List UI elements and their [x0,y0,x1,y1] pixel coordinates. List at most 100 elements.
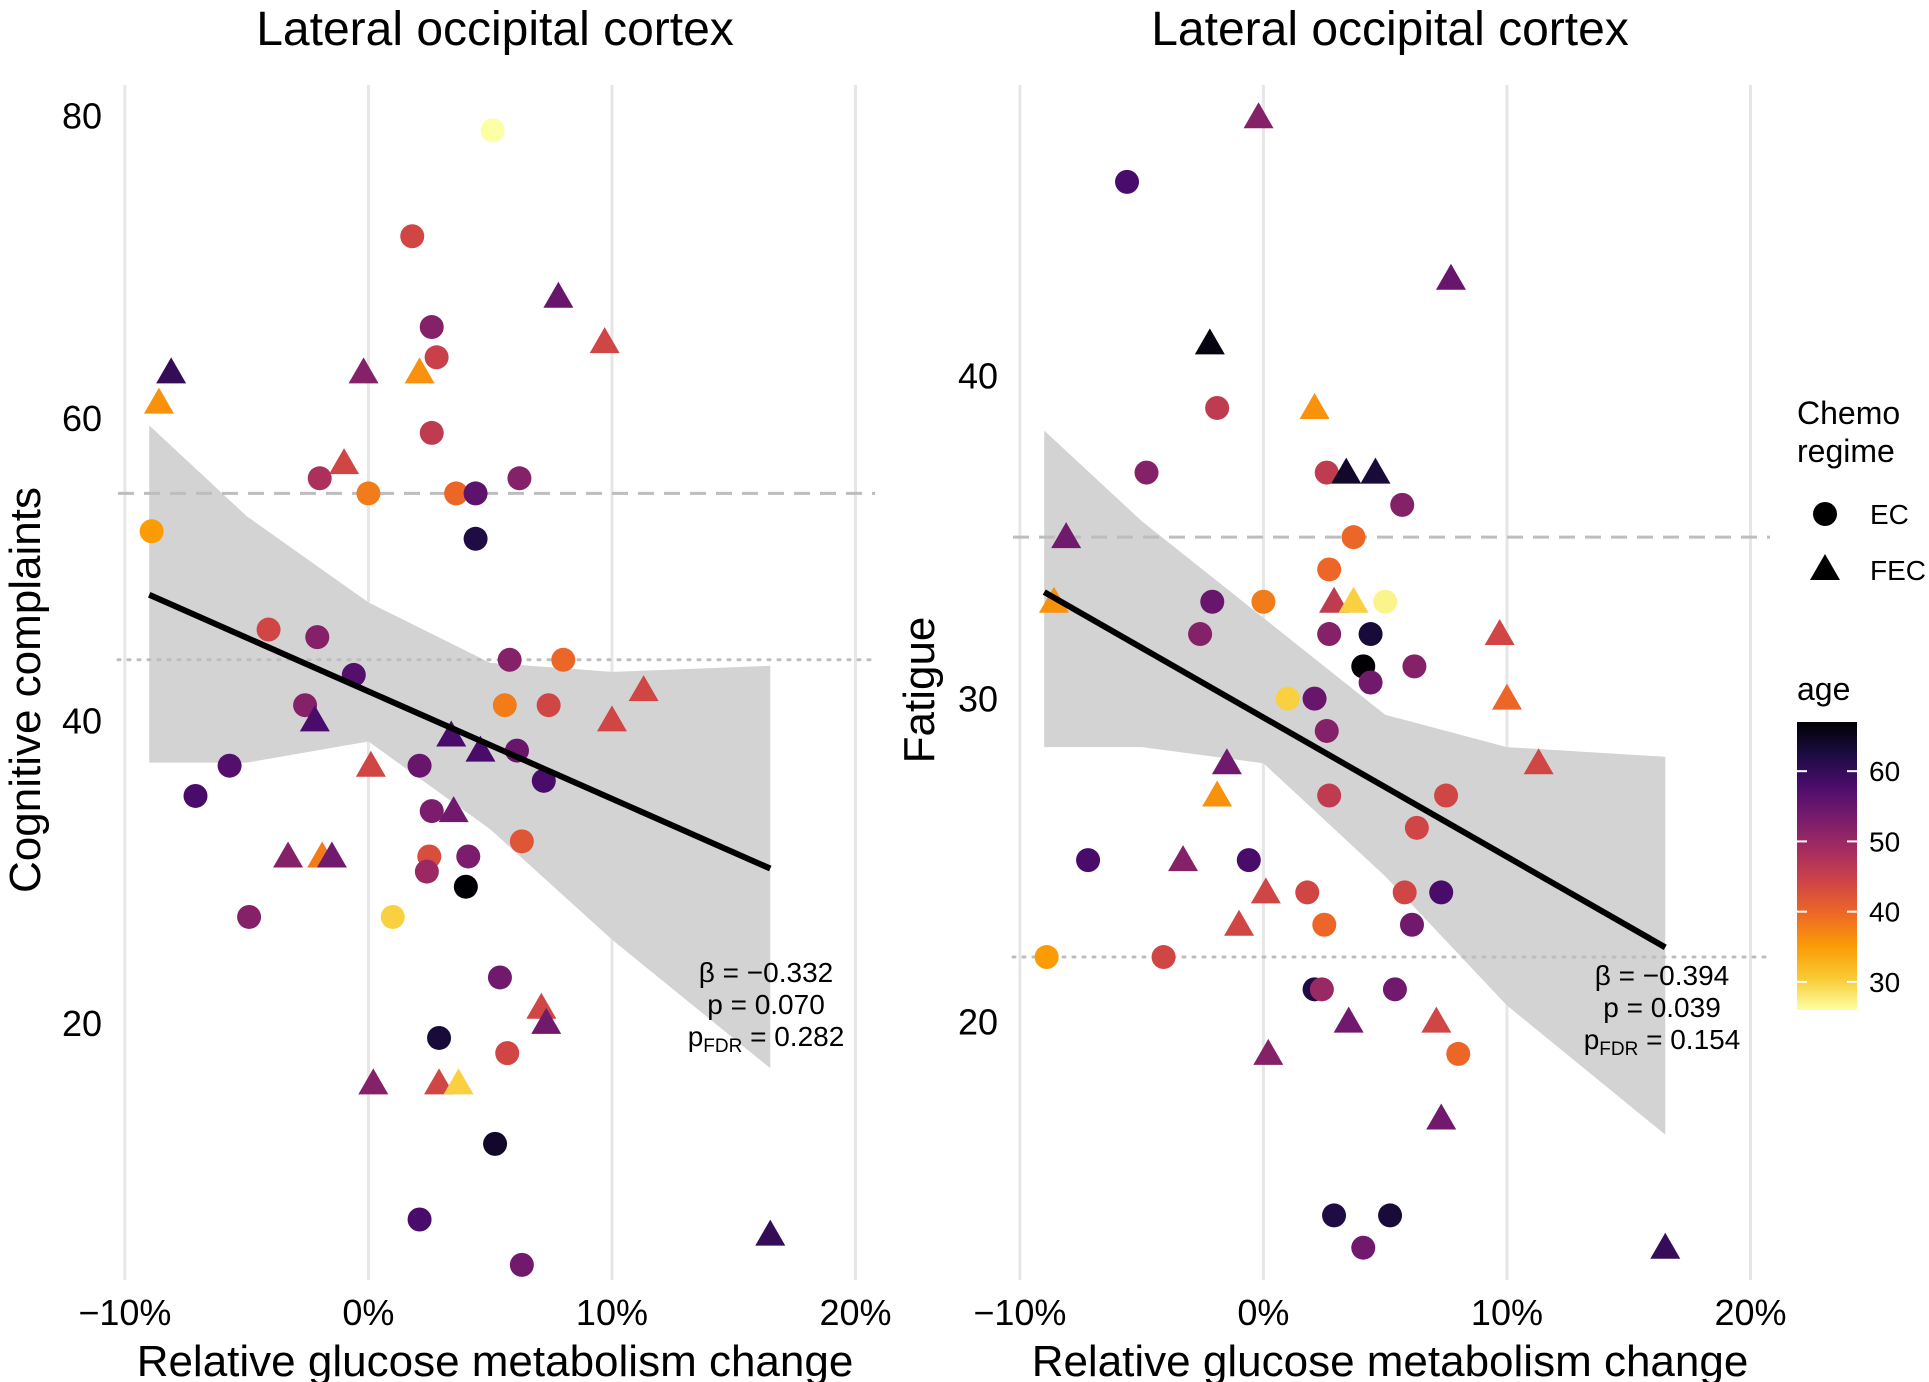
data-point-ec [400,224,425,249]
panel-1-points [139,118,786,1277]
data-point-fec [1299,392,1330,419]
data-point-ec [1358,670,1383,695]
x-tick-label: 0% [1237,1292,1289,1333]
panel-1-x-axis-label: Relative glucose metabolism change [137,1337,854,1382]
x-tick-label: 10% [576,1292,648,1333]
data-point-fec [1484,619,1515,646]
panel-2-title: Lateral occipital cortex [1151,3,1629,56]
panel-1-x-tick-labels: −10% 0% 10% 20% [78,1292,891,1333]
y-tick-label: 40 [958,356,998,397]
data-point-ec [1358,622,1383,647]
panel-1-p-stat: p = 0.070 [707,989,825,1020]
data-point-ec [507,466,532,491]
panel-1-y-tick-labels: 20 40 60 80 [62,95,102,1044]
data-point-fec [1491,683,1522,710]
data-point-fec [316,841,347,868]
data-point-ec [1382,977,1407,1002]
y-tick-label: 20 [62,1003,102,1044]
data-point-fec [1211,748,1242,775]
data-point-ec [1076,848,1101,873]
data-point-ec [1402,654,1427,679]
legend-color-title: age [1797,671,1850,707]
data-point-fec [1426,1103,1457,1130]
data-point-ec [139,519,164,544]
colorbar-tick-label: 40 [1869,897,1900,928]
data-point-ec [1446,1041,1471,1066]
data-point-ec [497,647,522,672]
panel-1-confidence-band [149,425,771,1069]
data-point-fec [1253,1038,1284,1065]
data-point-ec [487,965,512,990]
data-point-ec [1341,525,1366,550]
data-point-ec [1275,686,1300,711]
data-point-fec [596,705,627,732]
data-point-ec [1188,622,1213,647]
panel-2-beta-stat: β = −0.394 [1595,960,1729,991]
cognitive-complaints-panel: 20 40 60 80 −10% 0% 10% 20% Lateral occipital … [1,3,892,1382]
y-tick-label: 20 [958,1002,998,1043]
data-point-ec [1392,880,1417,905]
data-point-ec [419,420,444,445]
panel-2-y-tick-labels: 20 30 40 [958,356,998,1043]
data-point-ec [483,1131,508,1156]
x-tick-label: −10% [973,1292,1066,1333]
legend-item-ec: EC [1870,499,1909,530]
data-point-fec [1194,328,1225,355]
data-point-ec [1390,492,1415,517]
data-point-ec [293,693,318,718]
data-point-ec [1134,460,1159,485]
data-point-fec [156,357,187,384]
data-point-ec [414,859,439,884]
panel-2-x-tick-labels: −10% 0% 10% 20% [973,1292,1786,1333]
data-point-ec [237,904,262,929]
data-point-fec [424,1068,455,1095]
data-point-fec [329,448,360,475]
panel-2-regression-line [1042,589,1667,950]
legend-triangle-key [1810,554,1840,580]
data-point-ec [407,1207,432,1232]
data-point-fec [589,327,620,354]
data-point-fec [1360,457,1391,484]
data-point-ec [480,118,505,143]
data-point-ec [307,466,332,491]
y-tick-label: 30 [958,679,998,720]
data-point-ec [1151,945,1176,970]
data-point-ec [1309,977,1334,1002]
data-point-ec [1302,686,1327,711]
x-tick-label: 20% [1714,1292,1786,1333]
panel-1-regression-line [148,592,772,872]
data-point-ec [463,481,488,506]
data-point-ec [1251,589,1276,614]
data-point-ec [427,1025,452,1050]
data-point-ec [217,753,242,778]
panel-2-x-axis-label: Relative glucose metabolism change [1032,1337,1749,1382]
data-point-ec [1378,1203,1403,1228]
data-point-ec [1295,880,1320,905]
data-point-ec [1200,589,1225,614]
data-point-ec [1034,945,1059,970]
data-point-ec [419,315,444,340]
data-point-fec [348,357,379,384]
data-point-ec [1115,169,1140,194]
data-point-fec [1243,102,1274,129]
data-point-fec [1168,845,1199,872]
data-point-fec [1435,263,1466,290]
data-point-fec [1338,586,1369,613]
x-tick-label: 10% [1471,1292,1543,1333]
data-point-fec [1224,909,1255,936]
panel-1-beta-stat: β = −0.332 [699,957,833,988]
colorbar-tick-label: 60 [1869,756,1900,787]
data-point-fec [404,357,435,384]
data-point-fec [1421,1006,1452,1033]
data-point-fec [436,720,467,747]
data-point-ec [1317,557,1342,582]
data-point-fec [443,1068,474,1095]
data-point-fec [465,735,496,762]
x-tick-label: 0% [342,1292,394,1333]
y-tick-label: 40 [62,700,102,741]
age-colorbar-ticks: 30 40 50 60 [1797,756,1900,998]
data-point-ec [380,904,405,929]
data-point-ec [1317,622,1342,647]
x-tick-label: 20% [819,1292,891,1333]
